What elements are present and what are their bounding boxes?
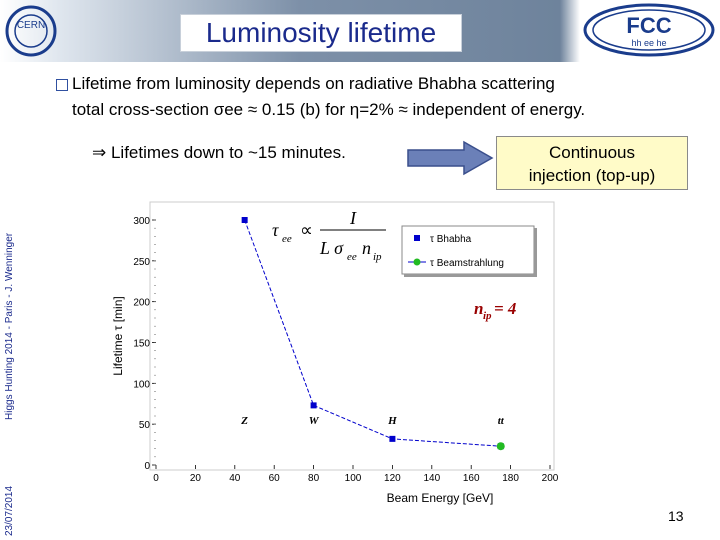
- topup-callout: Continuous injection (top-up): [496, 136, 688, 190]
- x-tick-label: 60: [269, 473, 281, 484]
- lifetime-plot: 0 20 40 60 80 100 120 140 160 180 200 0 50 100 150 200 2…: [111, 201, 559, 505]
- nip-sub: ip: [483, 310, 492, 322]
- bullet-checkbox-icon: [56, 79, 68, 91]
- formula-lhs-sub: ee: [282, 233, 292, 245]
- x-tick-label: 140: [423, 473, 440, 484]
- page-title: Luminosity lifetime: [180, 14, 462, 52]
- bullet-line-2: total cross-section σee ≈ 0.15 (b) for η…: [72, 100, 586, 119]
- formula-den-sub: ee: [347, 251, 357, 263]
- y-axis-label: Lifetime τ [min]: [111, 296, 125, 375]
- bullet-line-1: Lifetime from luminosity depends on radi…: [72, 74, 555, 93]
- nip-annotation: n ip = 4: [474, 299, 516, 322]
- callout-line-2: injection (top-up): [528, 166, 656, 185]
- x-tick-label: 180: [502, 473, 519, 484]
- footer-date: 23/07/2014: [4, 485, 15, 536]
- x-tick-label: 200: [542, 473, 559, 484]
- x-tick-label: 40: [229, 473, 241, 484]
- nip-rest: = 4: [494, 299, 516, 318]
- legend-marker-beamstrahlung: [413, 258, 421, 266]
- y-tick-label: 300: [133, 216, 150, 227]
- legend-marker-bhabha: [414, 235, 420, 241]
- cern-logo-text: CERN: [17, 20, 45, 31]
- lifetime-formula: τ ee ∝ I L σ ee n ip: [272, 208, 386, 263]
- x-tick-label: 120: [384, 473, 401, 484]
- y-tick-label: 250: [133, 257, 150, 268]
- y-tick-label: 100: [133, 379, 150, 390]
- formula-rel: ∝: [300, 220, 313, 240]
- x-tick-label: 100: [345, 473, 362, 484]
- x-tick-label: 80: [308, 473, 320, 484]
- callout-line-1: Continuous: [548, 143, 635, 162]
- energy-point-label: H: [387, 415, 397, 427]
- formula-den-n: n: [362, 238, 371, 258]
- legend-label-beamstrahlung: τ Beamstrahlung: [430, 258, 504, 269]
- beamstrahlung-point: [496, 442, 505, 451]
- y-tick-label: 0: [144, 461, 150, 472]
- bhabha-point: [389, 435, 396, 442]
- page-number: 13: [668, 508, 684, 524]
- x-axis-label: Beam Energy [GeV]: [387, 491, 494, 505]
- y-tick-label: 200: [133, 298, 150, 309]
- bhabha-line: [244, 219, 501, 447]
- y-tick-label: 150: [133, 339, 150, 350]
- fcc-logo-text: FCC: [626, 13, 671, 38]
- formula-numerator: I: [349, 208, 357, 228]
- x-tick-label: 0: [153, 473, 159, 484]
- bhabha-point: [241, 217, 248, 223]
- footer-text: Higgs Hunting 2014 - Paris - J. Wenninge…: [4, 232, 15, 420]
- formula-lhs: τ: [272, 220, 279, 240]
- energy-point-label: tt: [498, 415, 505, 427]
- energy-point-label: W: [309, 415, 320, 427]
- legend-label-bhabha: τ Bhabha: [430, 234, 472, 245]
- bhabha-point: [310, 402, 317, 409]
- x-tick-label: 20: [190, 473, 202, 484]
- cern-logo: CERN: [5, 5, 57, 57]
- bullet-line-3: ⇒ Lifetimes down to ~15 minutes.: [92, 143, 346, 162]
- chart-legend: τ Bhabha τ Beamstrahlung: [401, 225, 537, 277]
- formula-den-n-sub: ip: [373, 251, 382, 263]
- formula-denominator: L σ: [319, 238, 344, 258]
- fcc-logo-subtext: hh ee he: [631, 38, 666, 48]
- right-arrow-icon: [407, 140, 494, 176]
- y-tick-label: 50: [139, 420, 151, 431]
- fcc-logo: FCC hh ee he: [583, 3, 715, 57]
- nip-base: n: [474, 299, 483, 318]
- x-tick-label: 160: [463, 473, 480, 484]
- energy-point-label: Z: [240, 415, 248, 427]
